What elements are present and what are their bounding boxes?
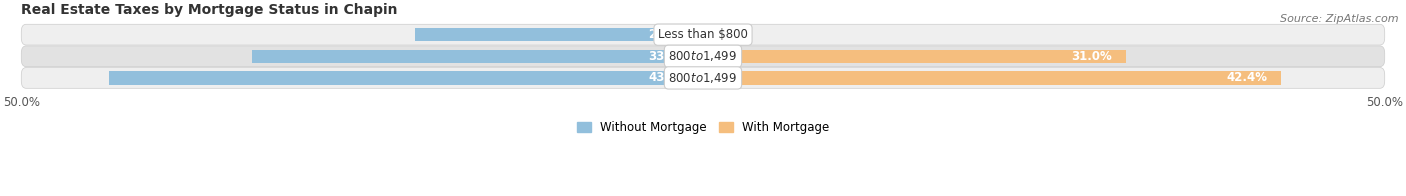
Bar [703,50,1126,63]
Bar [252,50,703,63]
Text: 31.0%: 31.0% [1071,50,1112,63]
Text: 0.0%: 0.0% [717,28,747,41]
Text: 42.4%: 42.4% [1226,71,1267,84]
Text: $800 to $1,499: $800 to $1,499 [668,71,738,85]
FancyBboxPatch shape [21,24,1385,45]
Text: Source: ZipAtlas.com: Source: ZipAtlas.com [1281,14,1399,24]
Legend: Without Mortgage, With Mortgage: Without Mortgage, With Mortgage [576,121,830,134]
Text: 21.1%: 21.1% [648,28,689,41]
Text: 33.1%: 33.1% [648,50,689,63]
Bar [108,71,703,85]
FancyBboxPatch shape [21,68,1385,88]
Text: Less than $800: Less than $800 [658,28,748,41]
Bar [415,28,703,41]
Bar [703,71,1281,85]
Text: $800 to $1,499: $800 to $1,499 [668,49,738,63]
FancyBboxPatch shape [21,46,1385,67]
Text: Real Estate Taxes by Mortgage Status in Chapin: Real Estate Taxes by Mortgage Status in … [21,3,398,17]
Text: 43.6%: 43.6% [648,71,689,84]
